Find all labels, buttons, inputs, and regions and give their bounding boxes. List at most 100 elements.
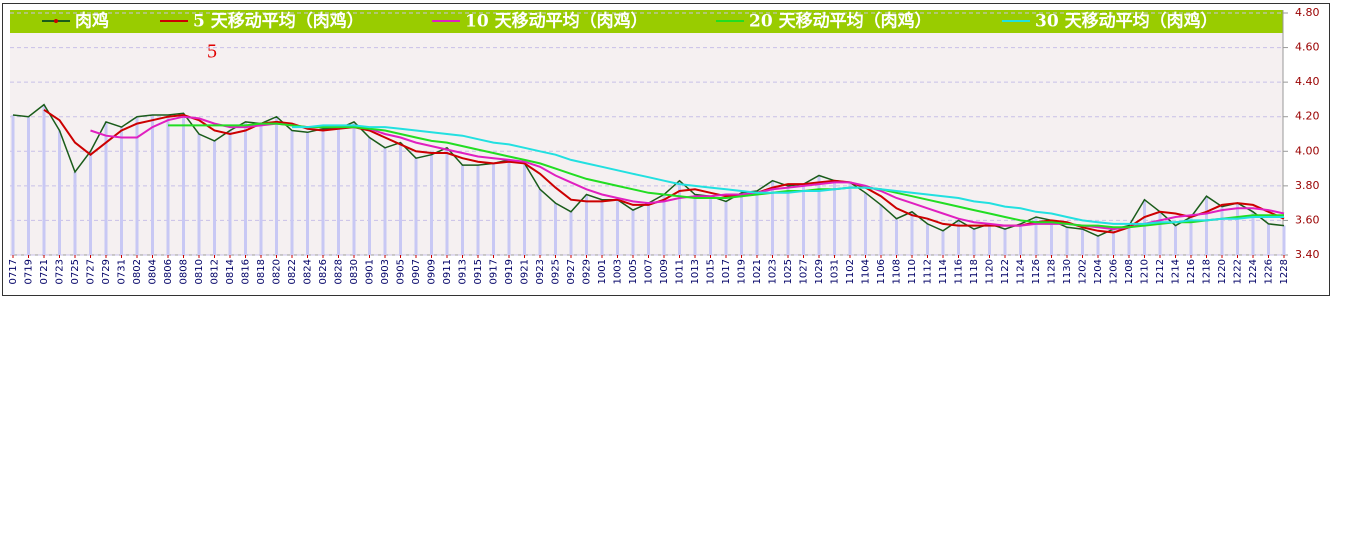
- x-tick-label: 1216: [1186, 259, 1197, 284]
- x-tick-label: 1031: [830, 259, 841, 284]
- x-tick-label: 0919: [504, 259, 515, 284]
- bar: [1081, 229, 1084, 255]
- bar: [895, 218, 898, 255]
- y-tick-label: 4.40: [1295, 75, 1320, 88]
- x-tick-label: 0901: [365, 259, 376, 284]
- x-tick-label: 0925: [551, 259, 562, 284]
- x-tick-label: 1015: [706, 259, 717, 284]
- x-tick-label: 0804: [148, 259, 159, 284]
- bar: [399, 142, 402, 255]
- bar: [616, 199, 619, 255]
- x-tick-label: 1001: [597, 259, 608, 284]
- bar: [600, 199, 604, 255]
- x-tick-label: 0721: [39, 259, 50, 284]
- legend-label: 5 天移动平均（肉鸡）: [193, 11, 364, 32]
- bar: [244, 121, 247, 256]
- bar: [631, 210, 635, 255]
- legend-marker: [54, 19, 58, 23]
- bar: [120, 127, 123, 255]
- bar: [1282, 225, 1286, 255]
- x-tick-label: 0820: [272, 259, 283, 284]
- x-tick-label: 1204: [1093, 259, 1104, 284]
- bar: [833, 180, 836, 255]
- legend-item: 20 天移动平均（肉鸡）: [716, 11, 932, 32]
- x-tick-label: 1212: [1155, 259, 1166, 284]
- bar: [1236, 203, 1239, 255]
- bar: [182, 113, 185, 255]
- bar: [445, 147, 449, 255]
- x-tick-label: 1007: [644, 259, 655, 284]
- x-tick-label: 0810: [194, 259, 205, 284]
- series-line: [168, 122, 1284, 229]
- bar: [740, 192, 743, 255]
- bar: [786, 185, 790, 255]
- x-tick-label: 1126: [1031, 259, 1042, 284]
- bar: [197, 134, 201, 255]
- bar: [755, 191, 759, 255]
- x-tick-label: 1202: [1078, 259, 1089, 284]
- bar: [662, 194, 666, 255]
- x-tick-label: 0923: [535, 259, 546, 284]
- legend-item: 5 天移动平均（肉鸡）: [160, 11, 364, 32]
- x-tick-label: 0802: [132, 259, 143, 284]
- x-tick-label: 1218: [1202, 259, 1213, 284]
- bar: [523, 163, 526, 255]
- x-tick-label: 1104: [861, 259, 872, 284]
- bar: [879, 204, 883, 255]
- x-tick-label: 1228: [1279, 259, 1290, 284]
- x-tick-label: 0729: [101, 259, 112, 284]
- bar: [1267, 223, 1270, 255]
- y-tick-label: 4.20: [1295, 110, 1320, 123]
- bar: [941, 230, 945, 255]
- x-tick-label: 0903: [380, 259, 391, 284]
- bar: [27, 116, 30, 255]
- y-tick-label: 3.80: [1295, 179, 1320, 192]
- bar: [693, 194, 697, 255]
- x-tick-label: 1226: [1264, 259, 1275, 284]
- bar: [1143, 199, 1146, 255]
- x-tick-label: 1017: [721, 259, 732, 284]
- legend-bar: [10, 10, 1283, 33]
- bar: [11, 114, 15, 255]
- bar: [1112, 229, 1115, 255]
- x-tick-label: 0822: [287, 259, 298, 284]
- y-tick-label: 3.60: [1295, 213, 1320, 226]
- bar: [1205, 196, 1208, 255]
- bar: [213, 140, 216, 255]
- bar: [1251, 211, 1255, 255]
- x-tick-label: 0911: [442, 259, 453, 284]
- x-tick-label: 1124: [1016, 259, 1027, 284]
- bar: [1096, 235, 1100, 255]
- bar: [910, 211, 914, 255]
- bar: [709, 196, 712, 255]
- x-tick-label: 0717: [8, 259, 19, 284]
- x-tick-label: 0808: [179, 259, 190, 284]
- bar: [569, 211, 573, 255]
- bar: [848, 182, 852, 255]
- bar: [1174, 225, 1177, 255]
- bar: [802, 184, 805, 255]
- annotation: 5: [207, 41, 217, 63]
- legend-label: 肉鸡: [75, 11, 109, 32]
- series-line: [292, 124, 1284, 225]
- x-tick-label: 1208: [1124, 259, 1135, 284]
- x-tick-label: 0917: [489, 259, 500, 284]
- bar: [166, 114, 170, 255]
- bar: [58, 130, 61, 255]
- bar: [104, 121, 108, 256]
- bar: [507, 159, 511, 255]
- legend-item: 30 天移动平均（肉鸡）: [1002, 11, 1218, 32]
- bar: [647, 203, 650, 255]
- x-tick-label: 1106: [876, 259, 887, 284]
- bar: [926, 223, 929, 255]
- x-tick-label: 0731: [117, 259, 128, 284]
- x-tick-label: 0927: [566, 259, 577, 284]
- bar: [352, 121, 356, 256]
- x-tick-label: 0725: [70, 259, 81, 284]
- x-tick-label: 0826: [318, 259, 329, 284]
- x-tick-label: 1224: [1248, 259, 1259, 284]
- legend-item: 肉鸡: [42, 11, 109, 32]
- x-tick-label: 1009: [659, 259, 670, 284]
- bar: [554, 203, 557, 255]
